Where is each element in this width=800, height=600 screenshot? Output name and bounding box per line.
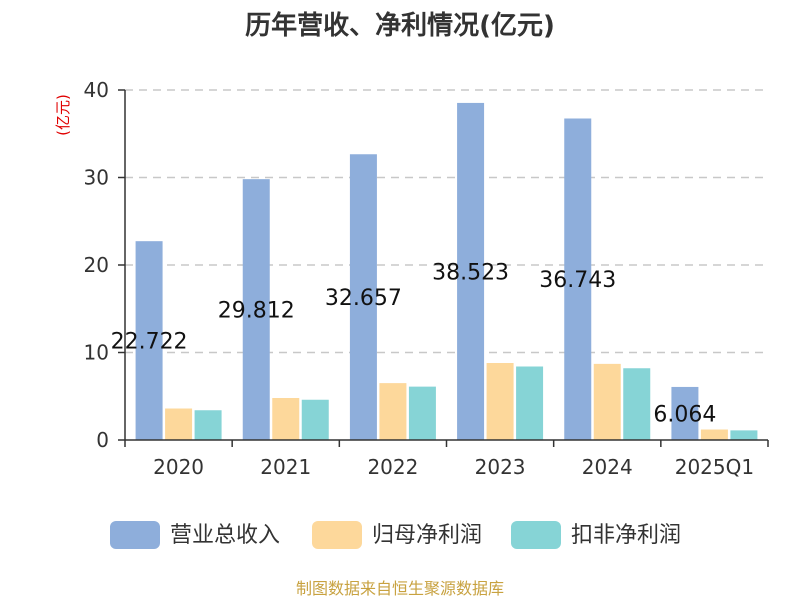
legend-item[interactable]: 归母净利润: [312, 521, 482, 549]
legend-label: 扣非净利润: [571, 523, 681, 548]
bar-3-2025Q1: [730, 430, 758, 440]
bar-3-2021: [301, 399, 329, 440]
x-tick-label: 2022: [367, 455, 418, 479]
grid-lines: [125, 89, 768, 354]
data-labels: 22.722 29.812 32.657 38.523 36.743 6.064: [111, 260, 717, 427]
y-tick-label: 10: [84, 341, 109, 365]
bar-3-2022: [408, 386, 436, 440]
y-axis-ticks: 0 10 20 30 40: [84, 78, 125, 452]
x-tick-label: 2020: [153, 455, 204, 479]
data-label: 6.064: [653, 402, 716, 427]
x-tick-label: 2023: [475, 455, 526, 479]
bar-2-2021: [272, 398, 300, 440]
legend-swatch: [110, 521, 160, 549]
y-tick-label: 0: [96, 428, 109, 452]
bar-3-2023: [516, 366, 544, 440]
data-label: 29.812: [218, 299, 295, 324]
data-label: 22.722: [111, 330, 188, 355]
bars: [135, 102, 758, 440]
legend-item[interactable]: 营业总收入: [110, 521, 280, 549]
legend-item[interactable]: 扣非净利润: [511, 521, 681, 549]
y-tick-label: 20: [84, 253, 109, 277]
bar-1-2025Q1: [671, 386, 699, 440]
legend-swatch: [511, 521, 561, 549]
y-axis-unit: (亿元): [54, 94, 72, 136]
x-tick-label: 2021: [260, 455, 311, 479]
data-label: 32.657: [325, 286, 402, 311]
bar-1-2023: [457, 102, 485, 440]
x-axis-ticks: 2020 2021 2022 2023 2024 2025Q1: [153, 455, 754, 479]
bar-2-2025Q1: [700, 429, 728, 440]
legend-label: 归母净利润: [372, 523, 482, 548]
bar-1-2024: [564, 118, 592, 440]
data-label: 36.743: [539, 268, 616, 293]
bar-2-2022: [379, 383, 407, 440]
x-tick-label: 2024: [582, 455, 633, 479]
legend-label: 营业总收入: [170, 523, 280, 548]
x-tick-label: 2025Q1: [675, 455, 754, 479]
legend[interactable]: 营业总收入 归母净利润 扣非净利润: [110, 521, 681, 549]
legend-swatch: [312, 521, 362, 549]
bar-2-2024: [593, 363, 621, 440]
data-label: 38.523: [432, 260, 509, 285]
y-tick-label: 40: [84, 78, 109, 102]
bar-1-2022: [349, 154, 377, 440]
chart-title: 历年营收、净利情况(亿元): [245, 10, 555, 41]
bar-3-2020: [194, 410, 222, 440]
axes: [124, 90, 769, 447]
y-tick-label: 30: [84, 166, 109, 190]
bar-3-2024: [623, 368, 651, 440]
bar-1-2020: [135, 241, 163, 440]
bar-1-2021: [242, 179, 270, 440]
bar-2-2023: [486, 363, 514, 440]
bar-2-2020: [165, 408, 193, 440]
source-note: 制图数据来自恒生聚源数据库: [296, 579, 504, 598]
